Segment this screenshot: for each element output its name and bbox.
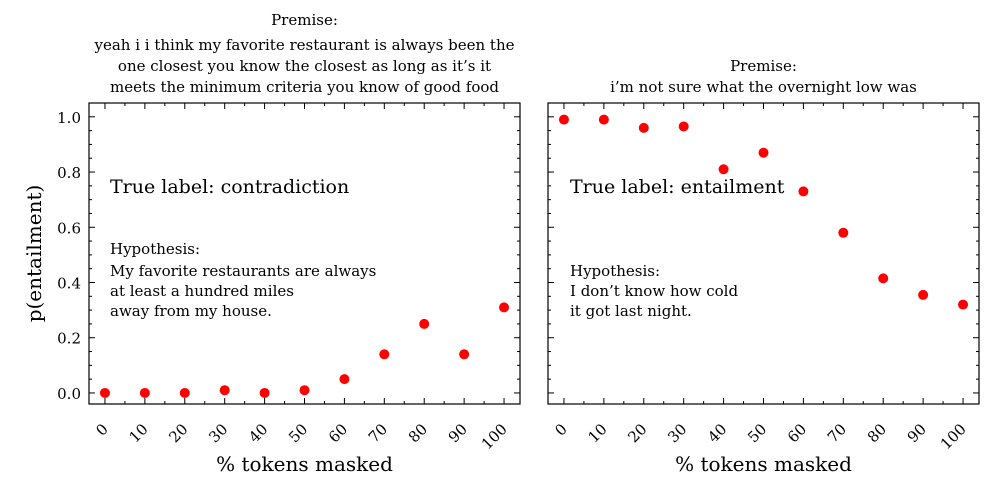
panel2-true-label: True label: entailment	[570, 176, 785, 198]
panel2-xaxis-label: % tokens masked	[675, 452, 852, 476]
panel2-xtick-label: 50	[744, 420, 770, 446]
panel1-point-20	[179, 387, 190, 398]
panel2-xtick-label: 70	[824, 420, 850, 446]
panel1-xtick-label: 60	[325, 420, 351, 446]
panel1-point-0	[99, 387, 110, 398]
panel1-hypothesis-line-4: away from my house.	[110, 302, 272, 320]
panel2-point-10	[598, 114, 609, 125]
panel1-xtick-label: 100	[478, 420, 511, 453]
panel2-title-line-2: i’m not sure what the overnight low was	[610, 78, 917, 96]
panel2-point-70	[838, 227, 849, 238]
panel2-xtick-label: 20	[624, 420, 650, 446]
panel2-point-20	[638, 122, 649, 133]
panel2-title-line-1: Premise:	[730, 57, 797, 75]
panel2-point-60	[798, 186, 809, 197]
panel1-title-line-2: yeah i i think my favorite restaurant is…	[94, 36, 515, 54]
panel1-ytick-label: 1.0	[57, 109, 81, 127]
panel1-point-10	[139, 387, 150, 398]
panel1-title-line-1: Premise:	[271, 11, 338, 29]
panel1-point-40	[259, 387, 270, 398]
panel1-xtick-label: 10	[125, 420, 151, 446]
panel1-ytick-label: 0.0	[57, 385, 81, 403]
panel1-hypothesis-line-3: at least a hundred miles	[110, 282, 294, 300]
panel1-xtick-label: 20	[165, 420, 191, 446]
panel2-xtick-label: 90	[904, 420, 930, 446]
panel2-point-100	[958, 299, 969, 310]
panel1-xtick-label: 30	[205, 420, 231, 446]
panel1-ytick-label: 0.6	[57, 219, 81, 237]
panel2-xtick-label: 60	[784, 420, 810, 446]
panel1-title-line-4: meets the minimum criteria you know of g…	[110, 78, 499, 96]
panel1-point-70	[379, 349, 390, 360]
panel1-title-line-3: one closest you know the closest as long…	[118, 57, 491, 75]
panel1-point-100	[499, 302, 510, 313]
panel1-ytick-label: 0.2	[57, 330, 81, 348]
panel1-point-80	[419, 318, 430, 329]
panel2-point-40	[718, 164, 729, 175]
panel2-point-30	[678, 121, 689, 132]
panel2-point-90	[918, 289, 929, 300]
panel2-xtick-label: 80	[864, 420, 890, 446]
panel1-yaxis-label: p(entailment)	[22, 185, 46, 323]
panel2-point-80	[878, 273, 889, 284]
panel1-xaxis-label: % tokens masked	[216, 452, 393, 476]
panel2-point-50	[758, 147, 769, 158]
panel2-hypothesis-line-3: it got last night.	[570, 302, 692, 320]
panel1-xtick-label: 80	[405, 420, 431, 446]
panel1-xtick-label: 70	[365, 420, 391, 446]
panel2-xtick-label: 0	[551, 420, 570, 439]
panel1-xtick-label: 40	[245, 420, 271, 446]
panel2-hypothesis-line-2: I don’t know how cold	[570, 282, 738, 300]
panel1-xtick-label: 50	[285, 420, 311, 446]
panel1-ytick-label: 0.8	[57, 164, 81, 182]
panel1-hypothesis-line-2: My favorite restaurants are always	[110, 262, 376, 280]
panel1-hypothesis-line-1: Hypothesis:	[110, 240, 200, 258]
panel2-xtick-label: 40	[704, 420, 730, 446]
panel1-ytick-label: 0.4	[57, 274, 81, 292]
panel1-point-50	[299, 385, 310, 396]
panel2-point-0	[558, 114, 569, 125]
panel1-point-90	[459, 349, 470, 360]
panel2-xtick-label: 100	[937, 420, 970, 453]
panel1-xtick-label: 0	[92, 420, 111, 439]
panel1-point-60	[339, 374, 350, 385]
panel1-true-label: True label: contradiction	[110, 176, 349, 198]
panel1-point-30	[219, 385, 230, 396]
panel2-hypothesis-line-1: Hypothesis:	[570, 262, 660, 280]
panel2-xtick-label: 10	[584, 420, 610, 446]
panel2-xtick-label: 30	[664, 420, 690, 446]
panel1-xtick-label: 90	[445, 420, 471, 446]
